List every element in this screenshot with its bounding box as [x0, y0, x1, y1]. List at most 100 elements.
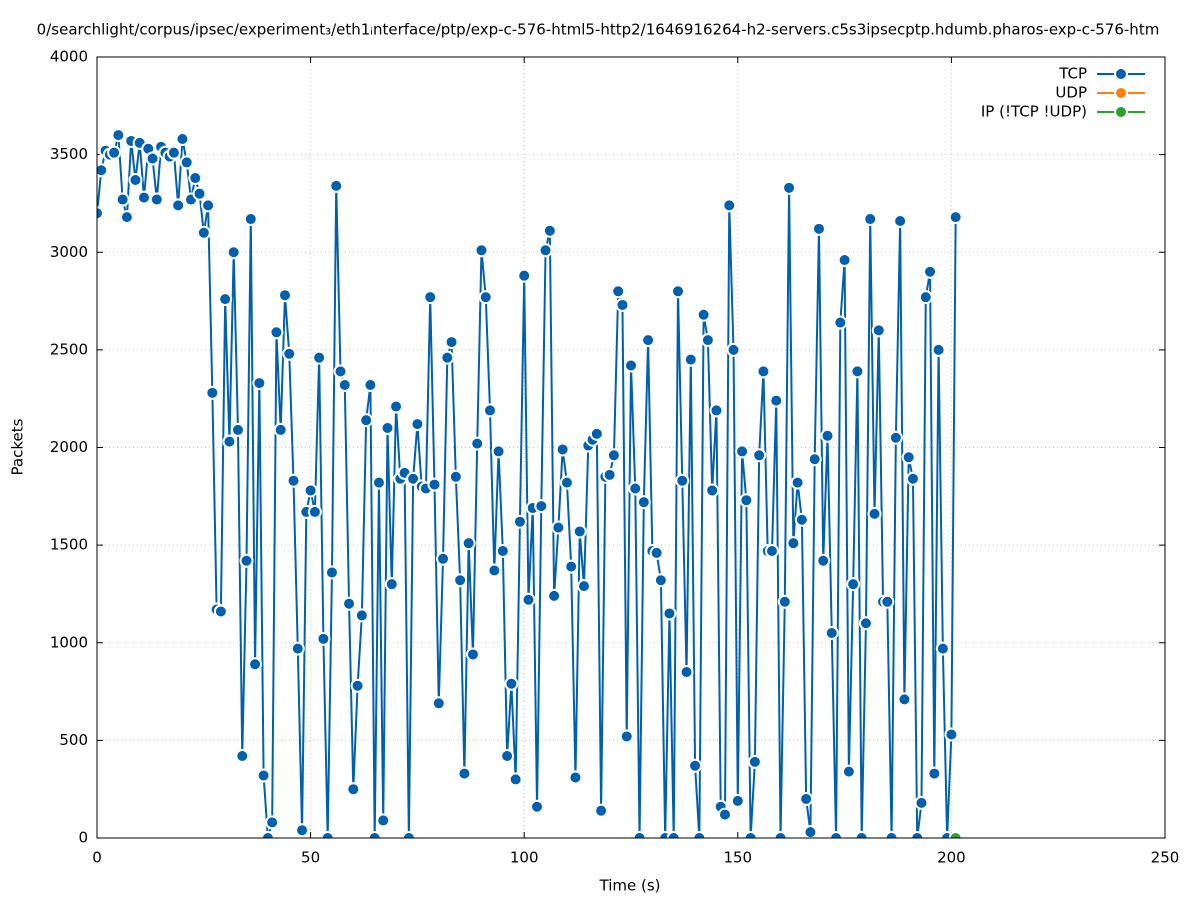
- point: [786, 536, 801, 551]
- point: [363, 378, 378, 393]
- point: [175, 132, 190, 147]
- point: [568, 770, 583, 785]
- point: [782, 180, 797, 195]
- point: [230, 422, 245, 437]
- point: [611, 284, 626, 299]
- point: [884, 831, 899, 838]
- point: [188, 171, 203, 186]
- point: [923, 264, 938, 279]
- point: [606, 448, 621, 463]
- point: [547, 588, 562, 603]
- point: [444, 335, 459, 350]
- point: [226, 245, 241, 260]
- point: [350, 678, 365, 693]
- point: [346, 782, 361, 797]
- point: [944, 727, 959, 742]
- point: [918, 290, 933, 305]
- point: [675, 473, 690, 488]
- legend-marker: [1114, 105, 1128, 119]
- point: [790, 475, 805, 490]
- point: [286, 473, 301, 488]
- point: [948, 831, 963, 838]
- point: [829, 831, 844, 838]
- point: [807, 452, 822, 467]
- point: [769, 393, 784, 408]
- point: [448, 469, 463, 484]
- point: [717, 807, 732, 822]
- legend-marker: [1114, 86, 1128, 100]
- point: [619, 729, 634, 744]
- legend-label: TCP: [1058, 65, 1087, 83]
- point: [213, 604, 228, 619]
- point: [436, 551, 451, 566]
- point: [508, 772, 523, 787]
- point: [277, 288, 292, 303]
- point: [948, 210, 963, 225]
- point: [243, 212, 258, 227]
- point: [97, 206, 104, 221]
- point: [534, 499, 549, 514]
- point: [914, 795, 929, 810]
- point: [538, 243, 553, 258]
- point: [636, 495, 651, 510]
- point: [816, 553, 831, 568]
- point: [628, 481, 643, 496]
- point: [354, 608, 369, 623]
- x-tick-label: 100: [510, 849, 539, 867]
- point: [850, 364, 865, 379]
- point: [423, 290, 438, 305]
- point: [726, 342, 741, 357]
- point: [389, 399, 404, 414]
- point: [128, 173, 143, 188]
- x-tick-label: 50: [301, 849, 320, 867]
- point: [440, 350, 455, 365]
- point: [752, 448, 767, 463]
- point: [662, 606, 677, 621]
- point: [252, 376, 267, 391]
- point: [756, 364, 771, 379]
- point: [342, 596, 357, 611]
- point: [632, 831, 647, 838]
- point: [512, 514, 527, 529]
- plot-border: [96, 56, 1166, 839]
- point: [794, 512, 809, 527]
- point: [136, 190, 151, 205]
- point: [888, 430, 903, 445]
- point: [530, 799, 545, 814]
- x-tick-label: 150: [723, 849, 752, 867]
- point: [265, 815, 280, 830]
- point: [867, 506, 882, 521]
- point: [931, 342, 946, 357]
- point: [602, 467, 617, 482]
- point: [97, 163, 109, 178]
- point: [166, 145, 181, 160]
- point: [324, 565, 339, 580]
- point: [201, 198, 216, 213]
- point: [376, 813, 391, 828]
- y-tick-label: 2500: [50, 340, 88, 358]
- x-tick-label: 250: [1151, 849, 1180, 867]
- x-axis-label: Time (s): [599, 877, 661, 895]
- point: [487, 563, 502, 578]
- point: [764, 543, 779, 558]
- point: [897, 692, 912, 707]
- x-tick-label: 200: [937, 849, 966, 867]
- point: [577, 579, 592, 594]
- point: [380, 420, 395, 435]
- plot-area: [97, 128, 963, 838]
- point: [863, 212, 878, 227]
- point: [880, 594, 895, 609]
- point: [649, 545, 664, 560]
- point: [803, 825, 818, 838]
- point: [589, 426, 604, 441]
- point: [696, 307, 711, 322]
- point: [858, 616, 873, 631]
- point: [179, 155, 194, 170]
- point: [359, 413, 374, 428]
- y-tick-label: 0: [78, 829, 88, 847]
- point: [260, 831, 275, 838]
- point: [111, 128, 126, 143]
- point: [320, 831, 335, 838]
- point: [307, 504, 322, 519]
- point: [316, 631, 331, 646]
